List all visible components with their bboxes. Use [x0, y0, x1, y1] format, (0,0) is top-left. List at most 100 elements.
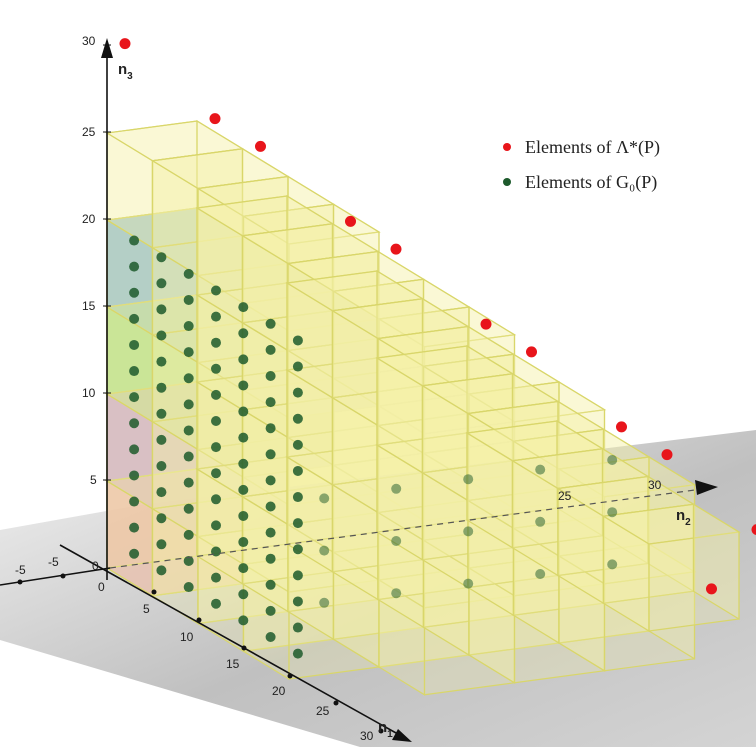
green-point: [129, 418, 140, 429]
red-point: [255, 140, 266, 152]
green-point: [238, 510, 249, 521]
green-point: [292, 335, 303, 346]
green-points: [129, 235, 618, 659]
green-point: [183, 529, 194, 540]
green-point: [265, 632, 276, 642]
legend-green-label: Elements of G₀(P): [525, 172, 657, 193]
green-point: [211, 285, 221, 296]
green-point: [265, 423, 276, 434]
red-point: [480, 318, 492, 330]
green-point: [265, 527, 276, 538]
green-point: [265, 318, 276, 329]
legend-red-marker: [503, 143, 511, 151]
green-point: [183, 555, 194, 566]
green-point: [211, 389, 221, 400]
green-point: [211, 311, 221, 322]
green-point: [265, 449, 276, 460]
n1-tick-5: 5: [143, 602, 150, 616]
green-point: [607, 559, 618, 570]
green-point: [211, 572, 221, 583]
red-point: [751, 524, 756, 536]
n1-tick-0: 0: [98, 580, 105, 594]
green-point: [129, 548, 140, 559]
red-point: [345, 215, 356, 227]
green-point: [238, 537, 249, 548]
green-point: [463, 474, 474, 485]
green-point: [156, 565, 167, 576]
n3-label: n3: [118, 61, 133, 82]
green-point: [265, 397, 276, 408]
green-point: [183, 347, 194, 358]
n1-arrow: [392, 729, 412, 742]
yellow-cell: [692, 503, 740, 621]
red-point: [119, 38, 131, 50]
green-point: [129, 496, 140, 507]
green-point: [129, 392, 140, 403]
green-point: [211, 494, 221, 505]
green-point: [156, 487, 167, 498]
legend-red-label: Elements of Λ*(P): [525, 137, 660, 158]
green-point: [211, 546, 221, 557]
green-point: [183, 321, 194, 332]
green-point: [156, 434, 167, 445]
n1-tick-10: 10: [180, 630, 194, 644]
green-point: [265, 553, 276, 564]
n3-tick-10: 10: [82, 386, 96, 400]
n2-tick-neg5b: -5: [48, 555, 59, 569]
green-point: [156, 539, 167, 550]
green-point: [156, 461, 167, 471]
n3-arrow: [101, 38, 113, 58]
green-point: [183, 503, 194, 514]
green-point: [292, 518, 303, 529]
green-point: [319, 597, 330, 608]
green-point: [265, 344, 276, 355]
n1-ticks: 0 5 10 15 20 25 30: [98, 580, 384, 743]
n2-tick-30: 30: [648, 478, 662, 492]
green-point: [129, 470, 140, 481]
n2-label: n2: [676, 507, 691, 528]
green-point: [607, 455, 618, 465]
green-point: [211, 598, 221, 609]
green-point: [129, 261, 140, 272]
green-point: [238, 458, 249, 469]
n1-tick-30: 30: [360, 729, 374, 743]
green-point: [238, 563, 249, 574]
green-point: [535, 569, 546, 579]
green-point: [156, 304, 167, 315]
green-point: [211, 416, 221, 426]
n1-label: n1: [378, 719, 393, 740]
n3-tick-20: 20: [82, 212, 96, 226]
green-point: [211, 442, 221, 453]
green-point: [183, 268, 194, 279]
green-point: [292, 465, 303, 476]
n1-axis: [59, 544, 406, 739]
n1-tick-15: 15: [226, 657, 240, 671]
green-point: [156, 408, 167, 419]
n2-arrow: [695, 480, 718, 495]
origin-label: 0: [92, 559, 99, 573]
green-point: [292, 622, 303, 633]
green-point: [265, 371, 276, 381]
green-point: [238, 615, 249, 626]
green-point: [156, 356, 167, 367]
green-point: [129, 313, 140, 324]
green-point: [292, 492, 303, 503]
green-point: [391, 536, 402, 546]
green-point: [129, 339, 140, 350]
green-point: [183, 373, 194, 384]
green-point: [391, 483, 402, 494]
green-point: [129, 287, 140, 298]
green-point: [292, 648, 303, 659]
green-point: [292, 596, 303, 607]
n1-tick-20: 20: [272, 684, 286, 698]
green-point: [292, 439, 303, 450]
n2-tick-25: 25: [558, 489, 572, 503]
green-point: [156, 278, 167, 289]
n3-tick-15: 15: [82, 299, 96, 313]
green-point: [183, 399, 194, 410]
green-point: [535, 516, 546, 527]
green-point: [265, 605, 276, 616]
green-point: [292, 361, 303, 372]
green-point: [183, 294, 194, 305]
